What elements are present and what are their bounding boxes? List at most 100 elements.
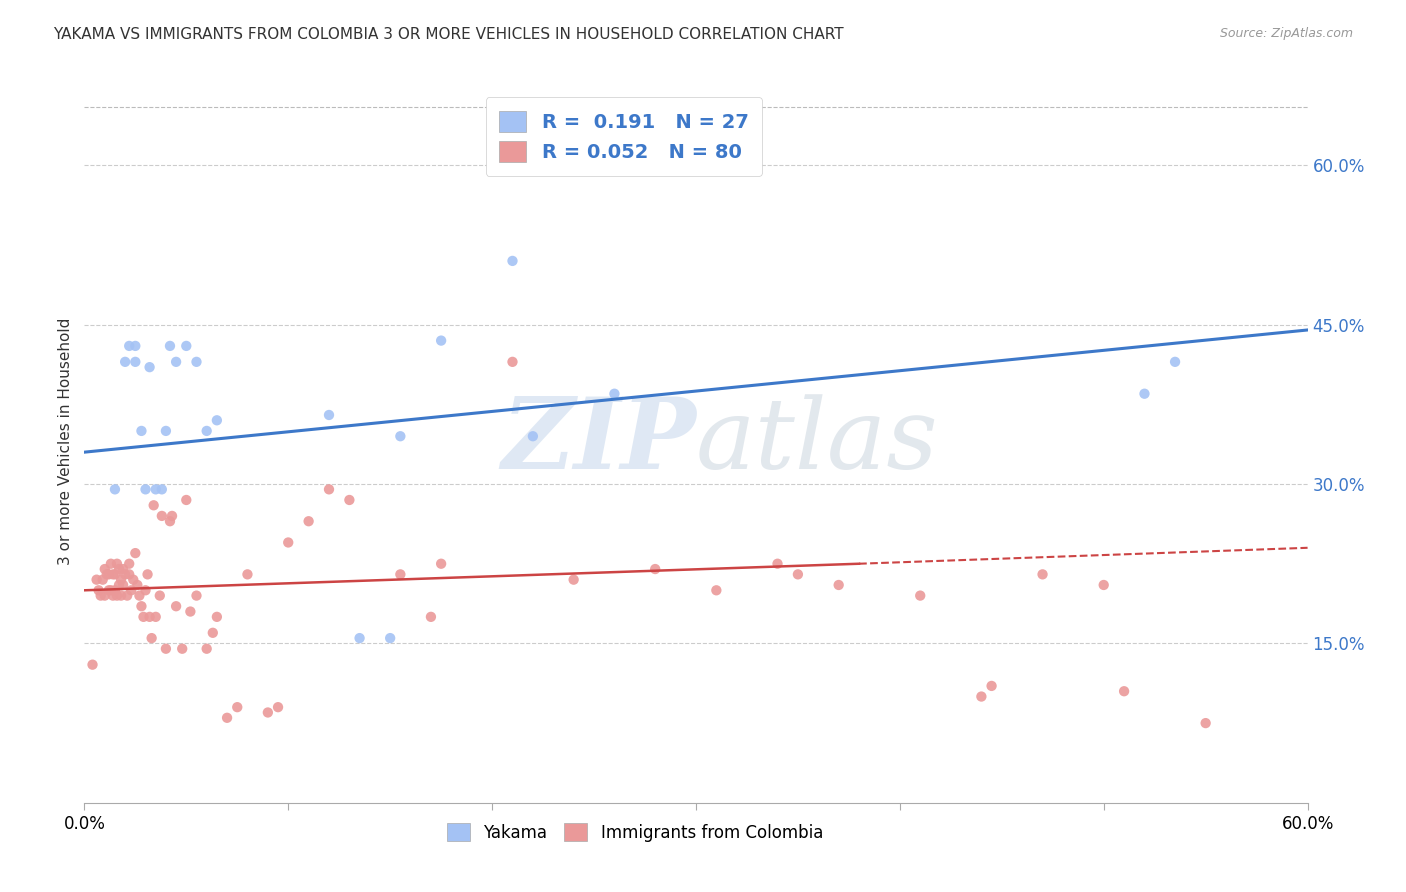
- Point: [172, 641, 194, 656]
- Legend: Yakama, Immigrants from Colombia: Yakama, Immigrants from Colombia: [440, 817, 830, 848]
- Point: [389, 567, 412, 582]
- Point: [179, 605, 201, 619]
- Point: [97, 583, 120, 598]
- Point: [150, 508, 173, 523]
- Point: [110, 573, 132, 587]
- Point: [101, 589, 124, 603]
- Point: [100, 583, 122, 598]
- Point: [105, 557, 128, 571]
- Point: [150, 483, 173, 497]
- Text: atlas: atlas: [696, 394, 939, 489]
- Point: [217, 711, 239, 725]
- Point: [430, 334, 453, 348]
- Point: [105, 589, 128, 603]
- Point: [124, 339, 146, 353]
- Point: [318, 483, 340, 497]
- Point: [502, 254, 524, 268]
- Point: [236, 567, 259, 582]
- Point: [318, 408, 340, 422]
- Point: [1133, 386, 1156, 401]
- Point: [277, 535, 299, 549]
- Point: [1195, 716, 1218, 731]
- Point: [104, 583, 127, 598]
- Point: [644, 562, 666, 576]
- Point: [174, 339, 197, 353]
- Point: [87, 583, 110, 598]
- Point: [114, 567, 136, 582]
- Point: [112, 578, 135, 592]
- Point: [195, 424, 218, 438]
- Point: [155, 424, 177, 438]
- Point: [201, 625, 224, 640]
- Point: [1092, 578, 1115, 592]
- Point: [131, 599, 153, 614]
- Point: [970, 690, 993, 704]
- Point: [141, 631, 163, 645]
- Point: [165, 355, 187, 369]
- Point: [149, 589, 172, 603]
- Point: [136, 567, 159, 582]
- Point: [124, 546, 146, 560]
- Point: [114, 355, 136, 369]
- Point: [132, 610, 155, 624]
- Point: [138, 360, 160, 375]
- Point: [380, 631, 402, 645]
- Point: [159, 514, 181, 528]
- Point: [124, 355, 146, 369]
- Point: [420, 610, 443, 624]
- Point: [522, 429, 544, 443]
- Text: ZIP: ZIP: [501, 393, 696, 490]
- Point: [145, 610, 167, 624]
- Point: [186, 589, 208, 603]
- Point: [135, 483, 157, 497]
- Point: [186, 355, 208, 369]
- Point: [349, 631, 371, 645]
- Point: [160, 508, 183, 523]
- Point: [195, 641, 218, 656]
- Point: [828, 578, 851, 592]
- Point: [97, 567, 120, 582]
- Point: [257, 706, 280, 720]
- Point: [104, 567, 127, 582]
- Point: [339, 493, 361, 508]
- Point: [155, 641, 177, 656]
- Point: [205, 413, 228, 427]
- Point: [910, 589, 932, 603]
- Point: [1114, 684, 1136, 698]
- Point: [706, 583, 728, 598]
- Point: [267, 700, 290, 714]
- Text: Source: ZipAtlas.com: Source: ZipAtlas.com: [1219, 27, 1353, 40]
- Point: [766, 557, 789, 571]
- Point: [131, 424, 153, 438]
- Point: [93, 589, 115, 603]
- Point: [115, 589, 138, 603]
- Point: [127, 578, 149, 592]
- Point: [100, 557, 122, 571]
- Point: [205, 610, 228, 624]
- Point: [502, 355, 524, 369]
- Point: [122, 573, 145, 587]
- Point: [159, 339, 181, 353]
- Point: [174, 493, 197, 508]
- Point: [93, 562, 115, 576]
- Point: [91, 573, 114, 587]
- Point: [142, 498, 165, 512]
- Y-axis label: 3 or more Vehicles in Household: 3 or more Vehicles in Household: [58, 318, 73, 566]
- Point: [118, 557, 141, 571]
- Point: [108, 578, 131, 592]
- Point: [389, 429, 412, 443]
- Point: [603, 386, 626, 401]
- Point: [145, 483, 167, 497]
- Point: [1032, 567, 1054, 582]
- Point: [90, 589, 112, 603]
- Point: [430, 557, 453, 571]
- Point: [118, 567, 141, 582]
- Point: [562, 573, 585, 587]
- Point: [118, 339, 141, 353]
- Point: [108, 562, 131, 576]
- Point: [86, 573, 108, 587]
- Point: [82, 657, 104, 672]
- Point: [120, 583, 142, 598]
- Point: [165, 599, 187, 614]
- Point: [96, 567, 118, 582]
